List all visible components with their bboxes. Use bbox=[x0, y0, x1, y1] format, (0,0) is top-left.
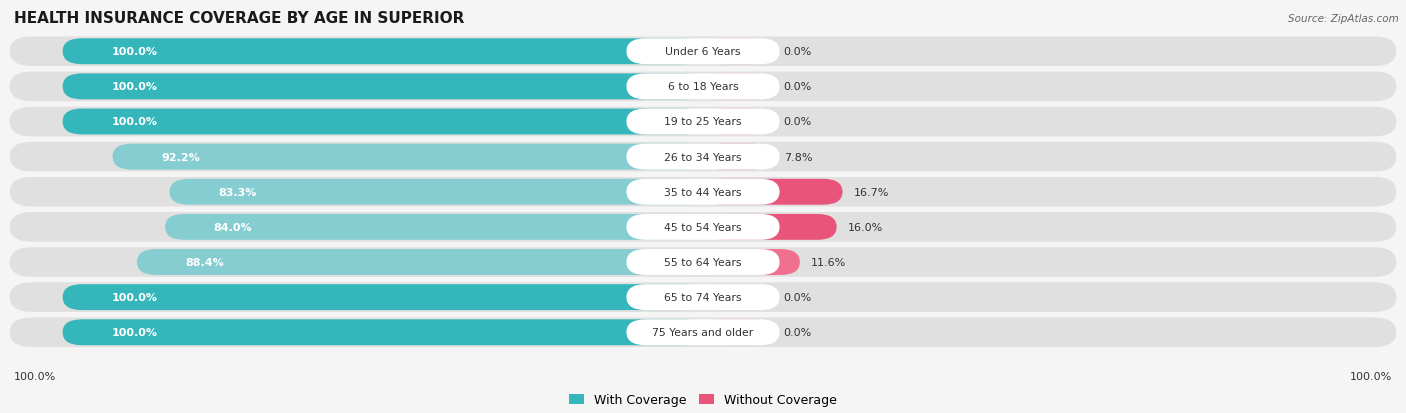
FancyBboxPatch shape bbox=[136, 249, 703, 275]
FancyBboxPatch shape bbox=[627, 144, 779, 170]
FancyBboxPatch shape bbox=[703, 144, 773, 170]
Text: 35 to 44 Years: 35 to 44 Years bbox=[664, 188, 742, 197]
FancyBboxPatch shape bbox=[703, 39, 773, 65]
Text: 45 to 54 Years: 45 to 54 Years bbox=[664, 222, 742, 233]
Text: 100.0%: 100.0% bbox=[1350, 371, 1392, 381]
Text: Source: ZipAtlas.com: Source: ZipAtlas.com bbox=[1288, 14, 1399, 24]
Text: 100.0%: 100.0% bbox=[111, 328, 157, 337]
Legend: With Coverage, Without Coverage: With Coverage, Without Coverage bbox=[564, 388, 842, 411]
FancyBboxPatch shape bbox=[703, 214, 837, 240]
FancyBboxPatch shape bbox=[10, 318, 1396, 347]
Text: 100.0%: 100.0% bbox=[111, 117, 157, 127]
Text: 6 to 18 Years: 6 to 18 Years bbox=[668, 82, 738, 92]
Text: 11.6%: 11.6% bbox=[811, 257, 846, 267]
Text: 100.0%: 100.0% bbox=[14, 371, 56, 381]
FancyBboxPatch shape bbox=[10, 107, 1396, 137]
Text: 0.0%: 0.0% bbox=[783, 117, 813, 127]
FancyBboxPatch shape bbox=[703, 249, 800, 275]
Text: 26 to 34 Years: 26 to 34 Years bbox=[664, 152, 742, 162]
FancyBboxPatch shape bbox=[627, 179, 779, 205]
Text: 75 Years and older: 75 Years and older bbox=[652, 328, 754, 337]
FancyBboxPatch shape bbox=[63, 320, 703, 345]
FancyBboxPatch shape bbox=[627, 109, 779, 135]
FancyBboxPatch shape bbox=[627, 320, 779, 345]
Text: 92.2%: 92.2% bbox=[162, 152, 200, 162]
Text: 65 to 74 Years: 65 to 74 Years bbox=[664, 292, 742, 302]
Text: 16.0%: 16.0% bbox=[848, 222, 883, 233]
FancyBboxPatch shape bbox=[703, 320, 773, 345]
FancyBboxPatch shape bbox=[703, 285, 773, 310]
FancyBboxPatch shape bbox=[10, 178, 1396, 207]
Text: 7.8%: 7.8% bbox=[783, 152, 813, 162]
FancyBboxPatch shape bbox=[10, 72, 1396, 102]
Text: 84.0%: 84.0% bbox=[214, 222, 253, 233]
FancyBboxPatch shape bbox=[112, 144, 703, 170]
FancyBboxPatch shape bbox=[63, 39, 703, 65]
FancyBboxPatch shape bbox=[627, 285, 779, 310]
Text: 0.0%: 0.0% bbox=[783, 47, 813, 57]
FancyBboxPatch shape bbox=[10, 142, 1396, 172]
Text: HEALTH INSURANCE COVERAGE BY AGE IN SUPERIOR: HEALTH INSURANCE COVERAGE BY AGE IN SUPE… bbox=[14, 10, 464, 26]
FancyBboxPatch shape bbox=[10, 37, 1396, 67]
Text: 0.0%: 0.0% bbox=[783, 82, 813, 92]
FancyBboxPatch shape bbox=[63, 109, 703, 135]
FancyBboxPatch shape bbox=[703, 179, 842, 205]
FancyBboxPatch shape bbox=[627, 39, 779, 65]
Text: 19 to 25 Years: 19 to 25 Years bbox=[664, 117, 742, 127]
Text: 100.0%: 100.0% bbox=[111, 47, 157, 57]
Text: 55 to 64 Years: 55 to 64 Years bbox=[664, 257, 742, 267]
FancyBboxPatch shape bbox=[703, 109, 773, 135]
FancyBboxPatch shape bbox=[627, 249, 779, 275]
Text: 100.0%: 100.0% bbox=[111, 292, 157, 302]
FancyBboxPatch shape bbox=[10, 213, 1396, 242]
FancyBboxPatch shape bbox=[627, 214, 779, 240]
Text: 100.0%: 100.0% bbox=[111, 82, 157, 92]
Text: 0.0%: 0.0% bbox=[783, 328, 813, 337]
FancyBboxPatch shape bbox=[627, 74, 779, 100]
Text: 0.0%: 0.0% bbox=[783, 292, 813, 302]
FancyBboxPatch shape bbox=[703, 74, 773, 100]
FancyBboxPatch shape bbox=[63, 285, 703, 310]
FancyBboxPatch shape bbox=[63, 74, 703, 100]
FancyBboxPatch shape bbox=[10, 282, 1396, 312]
Text: 88.4%: 88.4% bbox=[186, 257, 225, 267]
Text: 83.3%: 83.3% bbox=[218, 188, 257, 197]
FancyBboxPatch shape bbox=[10, 248, 1396, 277]
FancyBboxPatch shape bbox=[170, 179, 703, 205]
FancyBboxPatch shape bbox=[165, 214, 703, 240]
Text: 16.7%: 16.7% bbox=[853, 188, 889, 197]
Text: Under 6 Years: Under 6 Years bbox=[665, 47, 741, 57]
